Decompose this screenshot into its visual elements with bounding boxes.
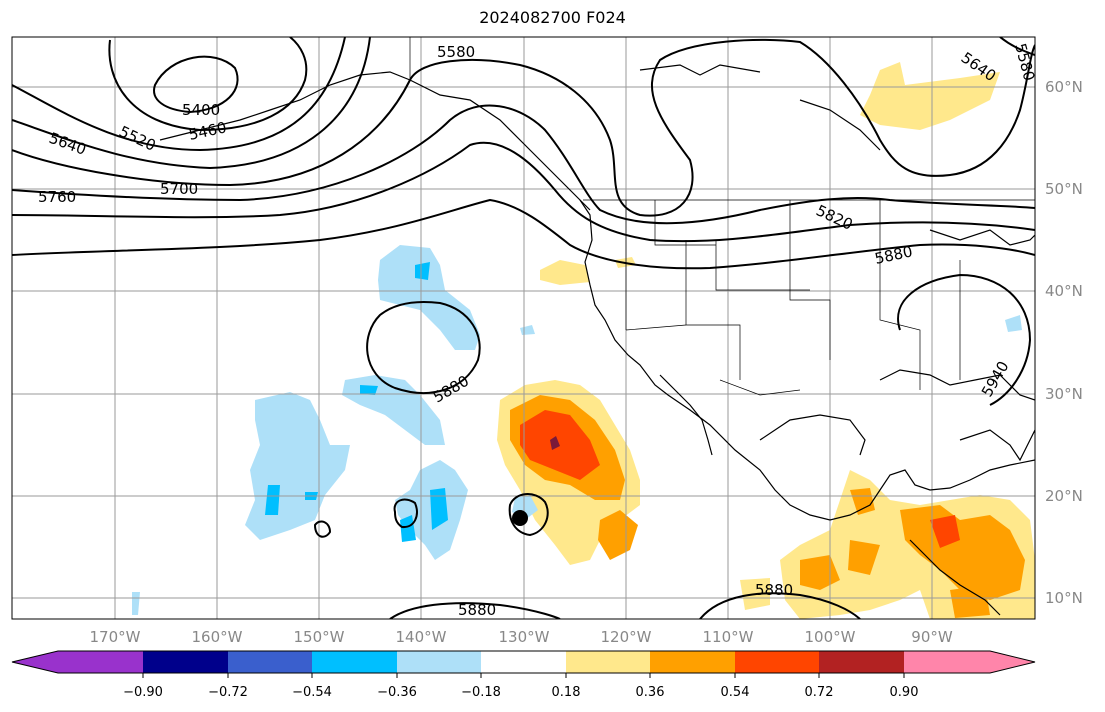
colorbar-swatch [904,651,1035,673]
lat-label: 40°N [1045,282,1083,300]
political-borders [409,37,1035,396]
colorbar: −0.90 −0.72 −0.54 −0.36 −0.18 0.18 0.36 … [11,650,1036,700]
map-title: 2024082700 F024 [479,8,626,27]
shading-positive [497,62,1035,619]
lon-label: 100°W [805,628,856,646]
colorbar-swatch [735,651,819,673]
lat-label: 20°N [1045,487,1083,505]
lon-label: 160°W [192,628,243,646]
lon-label: 110°W [703,628,754,646]
shading-negative [132,245,1022,615]
colorbar-tick: −0.18 [461,685,501,700]
colorbar-tick: 0.54 [721,685,750,700]
lat-label: 30°N [1045,385,1083,403]
colorbar-swatch [481,651,566,673]
height-contours [12,37,1035,619]
lon-label: 120°W [601,628,652,646]
lon-label: 140°W [396,628,447,646]
storm-marker [512,510,528,526]
lon-labels: 170°W 160°W 150°W 140°W 130°W 120°W 110°… [90,628,953,646]
colorbar-swatch [819,651,904,673]
colorbar-swatch [143,651,228,673]
contour-label: 5700 [160,180,198,198]
lat-label: 10°N [1045,589,1083,607]
contour-label: 5760 [38,188,76,206]
colorbar-swatch [397,651,481,673]
colorbar-tick: −0.36 [377,685,417,700]
colorbar-tick: 0.36 [636,685,665,700]
lat-labels: 10°N 20°N 30°N 40°N 50°N 60°N [1045,78,1083,607]
colorbar-tick: 0.18 [552,685,581,700]
colorbar-tick: 0.90 [890,685,919,700]
lon-label: 150°W [294,628,345,646]
map-area [12,37,1035,619]
colorbar-tick: −0.72 [208,685,248,700]
colorbar-swatch [566,651,650,673]
lon-label: 130°W [499,628,550,646]
lat-label: 50°N [1045,180,1083,198]
lon-label: 90°W [911,628,953,646]
contour-label: 5880 [458,601,496,619]
colorbar-tick: −0.54 [292,685,332,700]
contour-label: 5400 [182,101,220,119]
colorbar-swatch [228,651,312,673]
colorbar-swatch [650,651,735,673]
contour-label: 5880 [755,581,793,599]
colorbar-swatch [12,651,143,673]
contour-label: 5580 [437,43,475,61]
lon-label: 170°W [90,628,141,646]
coastlines [159,64,1035,616]
colorbar-tick: −0.90 [123,685,163,700]
colorbar-tick: 0.72 [805,685,834,700]
colorbar-swatch [312,651,397,673]
lat-label: 60°N [1045,78,1083,96]
